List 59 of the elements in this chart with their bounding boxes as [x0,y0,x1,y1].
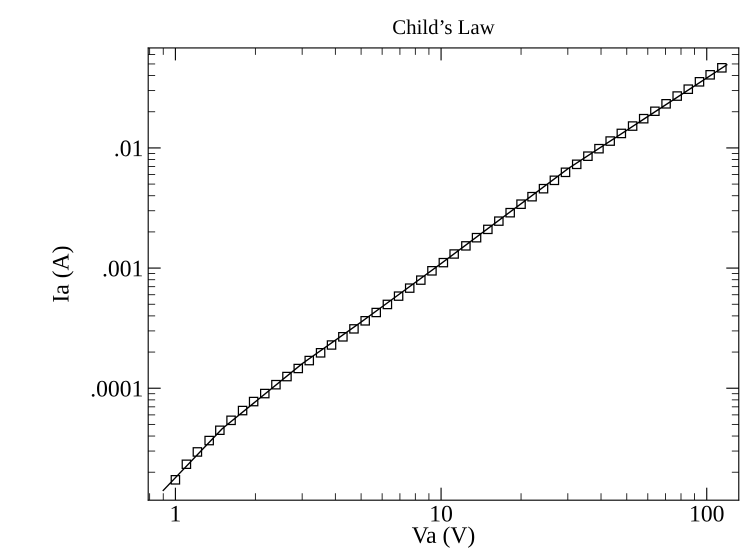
point [461,241,471,251]
point [304,356,314,366]
x-tick-label: 100 [691,506,724,522]
point [427,266,437,276]
point [226,415,236,426]
y-tick-label: .001 [104,260,142,277]
point [438,258,448,268]
point [316,348,326,358]
point [349,324,359,334]
point [672,91,682,101]
point [282,372,292,382]
y-tick-label: .0001 [92,380,142,397]
point [628,121,638,131]
point [616,128,626,138]
x-tick-label: 1 [172,506,180,522]
point [192,447,202,457]
point [538,184,548,194]
point [293,364,304,374]
point [360,316,370,326]
point [182,459,192,470]
x-axis-title: Va (V) [412,526,474,548]
point [449,249,459,259]
point [326,340,336,350]
point [394,291,404,301]
point [550,175,560,186]
y-axis-title: Ia (A) [52,246,74,302]
y-tick-label: .01 [115,140,142,156]
point [650,106,660,116]
point [215,425,225,436]
point [683,84,694,94]
point [472,232,482,242]
point [248,396,258,406]
point [527,192,537,202]
point [170,474,180,485]
point [638,114,648,124]
point [694,77,704,87]
point [705,70,715,80]
point [516,199,526,210]
point [594,144,604,154]
point [572,159,582,170]
point [404,283,414,293]
point [204,436,214,446]
point [260,388,270,398]
point [382,300,392,310]
point [483,224,493,234]
point [371,308,382,318]
point [416,275,426,285]
point [560,167,570,178]
x-tick-label: 10 [431,506,452,522]
point [505,208,515,218]
point [605,136,615,146]
point [238,406,248,416]
point [661,99,671,109]
point [338,332,348,342]
point [717,63,727,73]
point [494,216,504,226]
chart-title: Child’s Law [393,20,495,34]
point [583,151,593,162]
point [271,380,281,390]
